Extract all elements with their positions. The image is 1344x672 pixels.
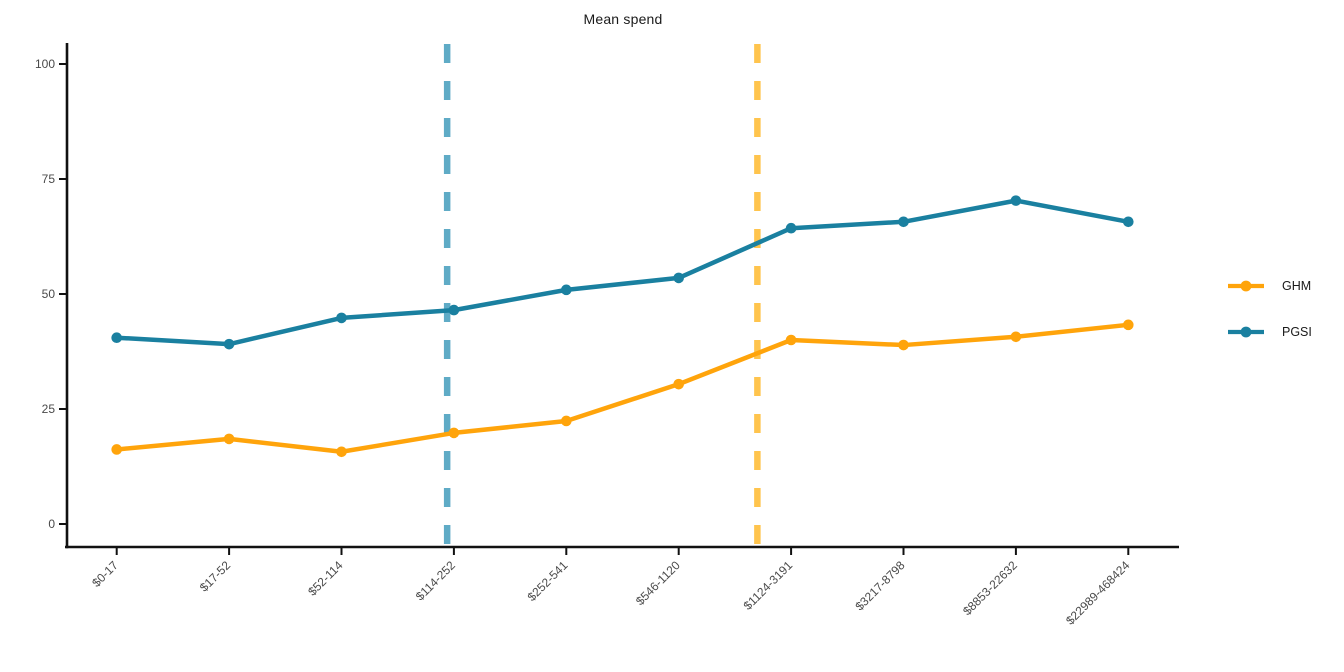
data-point-ghm xyxy=(336,446,347,458)
data-point-ghm xyxy=(898,339,909,351)
data-point-pgsi xyxy=(898,216,909,228)
x-tick-label: $3217-8798 xyxy=(852,558,907,613)
x-tick-label: $52-114 xyxy=(305,558,346,599)
data-point-ghm xyxy=(448,427,460,439)
y-tick-label: 100 xyxy=(35,57,55,71)
series-line-pgsi xyxy=(114,198,1131,347)
legend-item-ghm: GHM xyxy=(1228,263,1340,309)
x-tick-label: $114-252 xyxy=(413,558,458,603)
data-point-ghm xyxy=(561,415,572,427)
y-tick-label: 75 xyxy=(42,172,56,186)
data-point-pgsi xyxy=(111,332,122,344)
series-pgsi xyxy=(111,195,1134,350)
data-point-pgsi xyxy=(1010,195,1022,206)
data-point-pgsi xyxy=(336,312,347,324)
x-tick-label: $0-17 xyxy=(89,558,121,590)
data-point-ghm xyxy=(1010,331,1022,343)
x-tick-label: $546-1120 xyxy=(633,558,683,608)
chart-legend: GHM PGSI xyxy=(1228,263,1340,355)
legend-label-pgsi: PGSI xyxy=(1282,325,1312,339)
y-tick-label: 50 xyxy=(42,287,56,301)
x-tick-label: $17-52 xyxy=(197,558,234,595)
data-point-ghm xyxy=(111,444,122,455)
data-point-pgsi xyxy=(785,222,797,234)
data-point-pgsi xyxy=(1123,216,1134,228)
x-tick-label: $22989-468424 xyxy=(1063,558,1133,628)
data-point-pgsi xyxy=(673,272,684,284)
data-point-pgsi xyxy=(223,338,235,350)
y-tick-label: 0 xyxy=(48,517,55,531)
x-tick-label: $252-541 xyxy=(525,558,571,604)
data-point-ghm xyxy=(673,378,684,390)
data-point-pgsi xyxy=(561,284,572,296)
series-ghm xyxy=(111,319,1134,458)
series-line-ghm xyxy=(114,322,1131,455)
x-tick-label: $1124-3191 xyxy=(741,558,796,613)
data-point-ghm xyxy=(1123,319,1134,331)
data-point-ghm xyxy=(223,433,235,445)
legend-marker-ghm-icon xyxy=(1228,280,1264,292)
legend-label-ghm: GHM xyxy=(1282,279,1312,293)
legend-item-pgsi: PGSI xyxy=(1228,309,1340,355)
legend-marker-pgsi-icon xyxy=(1228,326,1264,338)
y-tick-label: 25 xyxy=(42,402,56,416)
chart-title: Mean spend xyxy=(583,11,663,27)
data-point-ghm xyxy=(785,334,797,346)
data-point-pgsi xyxy=(448,304,460,316)
x-tick-label: $8853-22632 xyxy=(960,558,1020,618)
